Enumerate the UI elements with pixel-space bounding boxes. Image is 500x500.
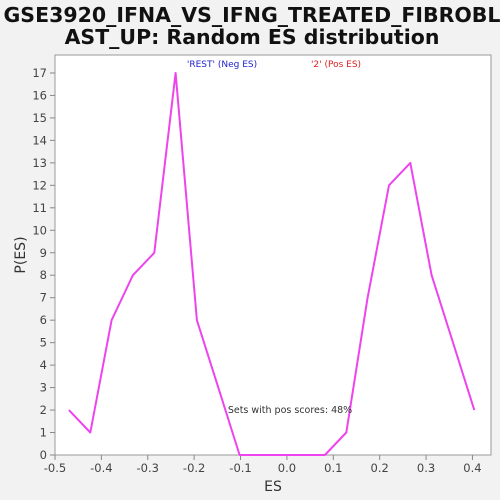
chart-title-line-2: AST_UP: Random ES distribution [65, 25, 440, 49]
y-tick-label: 0 [40, 448, 47, 462]
y-tick-label: 5 [40, 336, 47, 350]
y-tick-label: 14 [32, 133, 47, 147]
x-axis: -0.5 -0.4 -0.3 -0.2 -0.1 0.0 0.1 0.2 0.3 0.4 [44, 455, 482, 475]
x-tick-label: -0.2 [183, 461, 205, 475]
y-tick-label: 3 [40, 381, 47, 395]
x-tick-label: -0.5 [44, 461, 66, 475]
x-tick-label: -0.1 [229, 461, 251, 475]
y-tick-label: 1 [40, 426, 47, 440]
y-tick-label: 8 [40, 268, 47, 282]
y-tick-label: 11 [32, 201, 47, 215]
y-tick-label: 13 [32, 156, 47, 170]
x-tick-label: -0.4 [90, 461, 112, 475]
y-tick-label: 6 [40, 313, 47, 327]
x-tick-label: 0.2 [371, 461, 389, 475]
x-tick-label: -0.3 [137, 461, 159, 475]
y-tick-label: 7 [40, 291, 47, 305]
legend-neg-es: 'REST' (Neg ES) [187, 60, 257, 70]
y-axis-label: P(ES) [13, 236, 29, 273]
x-tick-label: 0.0 [278, 461, 296, 475]
y-tick-label: 15 [32, 111, 47, 125]
plot-area [54, 54, 492, 456]
x-tick-label: 0.4 [463, 461, 481, 475]
legend-pos-es: '2' (Pos ES) [311, 60, 361, 70]
y-tick-label: 12 [32, 178, 47, 192]
x-axis-label: ES [264, 479, 282, 495]
series-layer [68, 72, 476, 456]
x-tick-label: 0.3 [417, 461, 435, 475]
y-tick-label: 17 [32, 66, 47, 80]
y-tick-label: 10 [32, 223, 47, 237]
y-tick-label: 9 [40, 246, 47, 260]
x-tick-label: 0.1 [324, 461, 342, 475]
pos-scores-annotation: Sets with pos scores: 48% [228, 405, 352, 416]
series-line [68, 72, 476, 456]
y-tick-label: 2 [40, 403, 47, 417]
y-tick-label: 16 [32, 88, 47, 102]
y-tick-label: 4 [40, 358, 47, 372]
chart-title-line-1: GSE3920_IFNA_VS_IFNG_TREATED_FIBROBL [3, 3, 500, 27]
